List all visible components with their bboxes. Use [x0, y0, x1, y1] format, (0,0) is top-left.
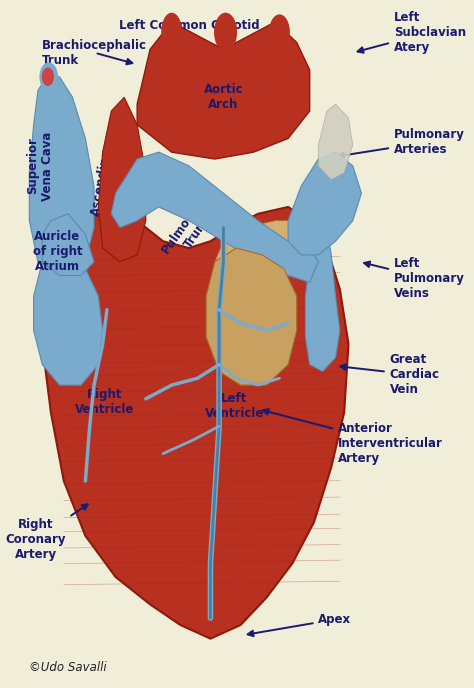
- Ellipse shape: [215, 13, 237, 51]
- Text: ©Udo Savalli: ©Udo Savalli: [29, 661, 107, 674]
- PathPatch shape: [319, 104, 353, 180]
- Text: Auricle
of right
Atrium: Auricle of right Atrium: [33, 230, 82, 273]
- PathPatch shape: [42, 207, 348, 638]
- Ellipse shape: [270, 15, 289, 50]
- Text: Great
Cardiac
Vein: Great Cardiac Vein: [340, 354, 439, 396]
- PathPatch shape: [34, 255, 103, 385]
- Text: Superior
Vena Cava: Superior Vena Cava: [26, 131, 54, 200]
- PathPatch shape: [288, 152, 361, 255]
- Text: Apex: Apex: [248, 613, 351, 636]
- PathPatch shape: [215, 221, 310, 268]
- Ellipse shape: [162, 13, 182, 51]
- Ellipse shape: [43, 68, 53, 85]
- PathPatch shape: [98, 97, 146, 261]
- Text: Ascending
Aorta: Ascending Aorta: [90, 147, 129, 219]
- Ellipse shape: [40, 63, 57, 90]
- PathPatch shape: [305, 228, 340, 372]
- Text: Pulmonary
Arteries: Pulmonary Arteries: [338, 128, 465, 158]
- Text: Right
Coronary
Artery: Right Coronary Artery: [6, 504, 88, 561]
- Text: Left
Pulmonary
Veins: Left Pulmonary Veins: [364, 257, 465, 301]
- Text: Left
Subclavian
Atery: Left Subclavian Atery: [357, 11, 466, 54]
- Text: Anterior
Interventricular
Artery: Anterior Interventricular Artery: [263, 409, 443, 465]
- PathPatch shape: [29, 77, 94, 275]
- Text: Auricle
of left
Atrium: Auricle of left Atrium: [224, 261, 270, 304]
- PathPatch shape: [42, 214, 94, 275]
- PathPatch shape: [137, 22, 310, 159]
- Text: Aortic
Arch: Aortic Arch: [204, 83, 243, 111]
- PathPatch shape: [206, 248, 297, 385]
- Text: Left
Ventricle: Left Ventricle: [204, 391, 264, 420]
- Text: Pulmonary
Trunk: Pulmonary Trunk: [159, 191, 223, 265]
- Text: Brachiocephalic
Trunk: Brachiocephalic Trunk: [42, 39, 147, 67]
- PathPatch shape: [111, 152, 319, 282]
- Text: Left Common Carotid: Left Common Carotid: [118, 19, 259, 43]
- Text: Right
Ventricle: Right Ventricle: [75, 388, 135, 416]
